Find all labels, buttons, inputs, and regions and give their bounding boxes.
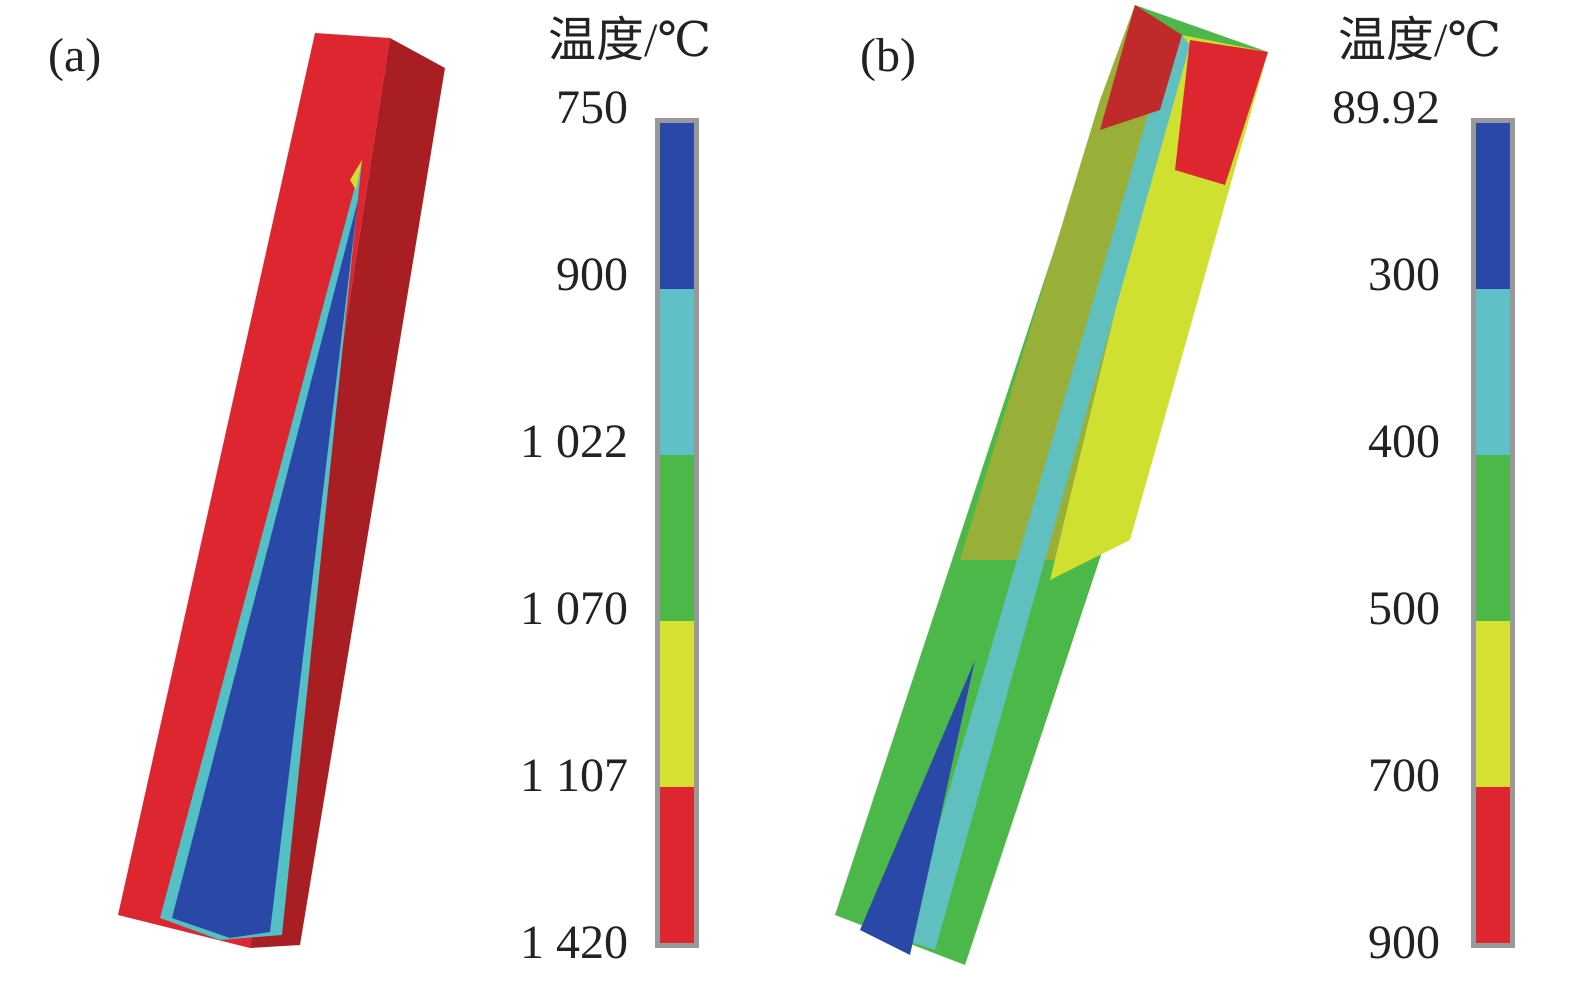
colorbar-segment <box>1476 455 1510 621</box>
colorbar-segment <box>660 621 694 787</box>
panel-label: (b) <box>860 29 916 82</box>
simulation-a <box>118 33 445 948</box>
legend-label: 700 <box>1368 749 1440 802</box>
colorbar-segment <box>660 787 694 943</box>
legend-label: 89.92 <box>1332 81 1440 134</box>
colorbar-segment <box>660 455 694 621</box>
legend-label: 500 <box>1368 582 1440 635</box>
legend-title: 温度/℃ <box>548 14 711 67</box>
colorbar-segment <box>1476 787 1510 943</box>
colorbar-segment <box>660 123 694 289</box>
legend-label: 1 022 <box>520 415 628 468</box>
legend-label: 400 <box>1368 415 1440 468</box>
colorbar-segment <box>660 289 694 455</box>
legend-label: 900 <box>556 248 628 301</box>
legend-label: 750 <box>556 81 628 134</box>
colorbar-segment <box>1476 289 1510 455</box>
colorbar-segment <box>1476 621 1510 787</box>
legend-title: 温度/℃ <box>1338 14 1501 67</box>
legend-label: 1 107 <box>520 749 628 802</box>
legend-label: 300 <box>1368 248 1440 301</box>
legend-label: 1 070 <box>520 582 628 635</box>
simulation-b <box>835 5 1268 965</box>
legend-label: 1 420 <box>520 916 628 969</box>
colorbar-segment <box>1476 123 1510 289</box>
panel-label: (a) <box>48 29 101 82</box>
legend-label: 900 <box>1368 916 1440 969</box>
